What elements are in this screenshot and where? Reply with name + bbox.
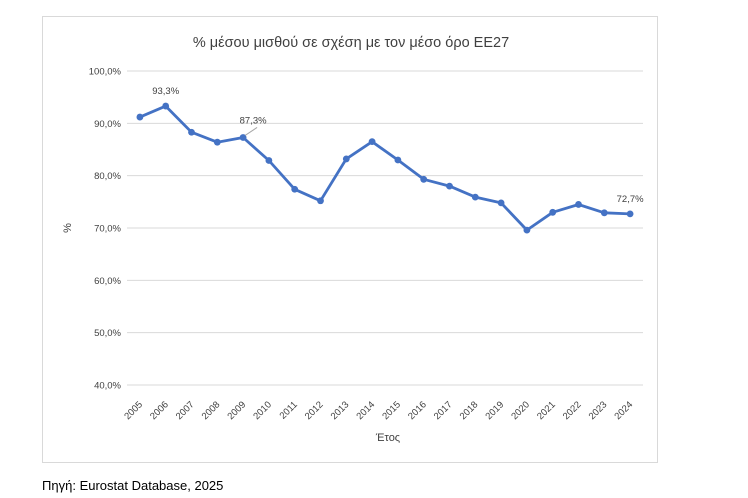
data-point (162, 102, 170, 110)
x-tick-label: 2013 (329, 399, 352, 422)
y-tick-label: 80,0% (94, 171, 121, 182)
data-point (342, 155, 350, 163)
x-tick-label: 2015 (380, 399, 403, 422)
data-point (317, 197, 324, 205)
chart-title: % μέσου μισθού σε σχέση με τον μέσο όρο … (193, 35, 509, 51)
y-tick-label: 100,0% (89, 67, 122, 78)
x-tick-label: 2005 (122, 399, 145, 422)
data-label: 93,3% (152, 86, 179, 97)
y-tick-label: 40,0% (94, 381, 121, 392)
x-tick-label: 2008 (200, 399, 223, 422)
data-point (394, 156, 402, 164)
data-point (239, 134, 247, 141)
data-point (213, 138, 221, 146)
data-point (575, 201, 582, 208)
data-point (471, 193, 479, 201)
y-axis-label: % (62, 223, 74, 233)
data-point (420, 175, 428, 183)
data-point (626, 210, 634, 218)
data-point (446, 182, 453, 190)
line-chart: % μέσου μισθού σε σχέση με τον μέσο όρο … (62, 35, 644, 444)
annotation-leader (244, 127, 258, 136)
data-point (523, 226, 531, 234)
data-point (368, 138, 376, 146)
x-tick-label: 2020 (509, 399, 532, 422)
x-tick-label: 2009 (225, 399, 248, 422)
x-tick-label: 2019 (483, 399, 506, 422)
data-label: 87,3% (240, 115, 267, 126)
y-tick-label: 50,0% (94, 328, 121, 339)
x-tick-label: 2010 (251, 399, 274, 422)
data-point (136, 113, 144, 121)
x-tick-label: 2021 (535, 399, 558, 422)
source-note: Πηγή: Eurostat Database, 2025 (42, 478, 224, 493)
data-point (188, 128, 195, 136)
x-tick-label: 2017 (432, 399, 455, 422)
series-line (139, 104, 631, 232)
data-point (265, 157, 273, 164)
x-tick-label: 2012 (303, 399, 326, 422)
data-point (497, 199, 505, 207)
x-tick-label: 2024 (612, 399, 635, 422)
chart-frame: % μέσου μισθού σε σχέση με τον μέσο όρο … (42, 16, 658, 463)
data-point (549, 208, 557, 216)
data-point (291, 185, 299, 193)
data-point (600, 209, 608, 217)
x-tick-label: 2007 (174, 399, 197, 422)
y-tick-label: 60,0% (94, 276, 121, 287)
x-tick-label: 2006 (148, 399, 171, 422)
x-tick-label: 2014 (354, 399, 377, 422)
y-tick-label: 70,0% (94, 224, 121, 235)
x-axis-label: Έτος (375, 432, 400, 444)
data-label: 72,7% (617, 194, 644, 205)
y-tick-label: 90,0% (94, 119, 121, 130)
x-tick-label: 2011 (278, 399, 300, 421)
x-tick-label: 2016 (406, 399, 429, 422)
x-tick-label: 2022 (561, 399, 584, 422)
x-tick-label: 2018 (458, 399, 481, 422)
x-tick-label: 2023 (587, 399, 610, 422)
